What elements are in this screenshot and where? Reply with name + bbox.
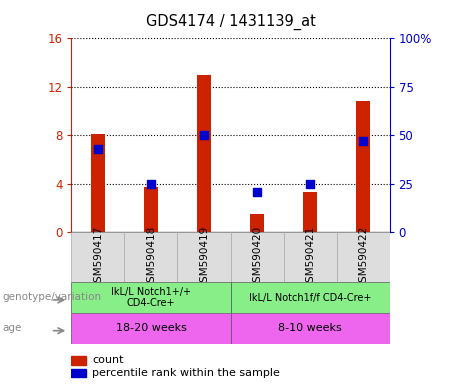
Bar <box>197 75 211 232</box>
Bar <box>230 282 390 313</box>
Text: age: age <box>2 323 22 333</box>
Bar <box>337 232 390 282</box>
Text: IkL/L Notch1+/+
CD4-Cre+: IkL/L Notch1+/+ CD4-Cre+ <box>111 287 191 308</box>
Bar <box>91 134 105 232</box>
Bar <box>356 101 370 232</box>
Text: GSM590422: GSM590422 <box>358 226 368 289</box>
Bar <box>303 192 317 232</box>
Bar <box>230 232 284 282</box>
Point <box>148 181 155 187</box>
Bar <box>71 232 124 282</box>
Text: GSM590420: GSM590420 <box>252 226 262 289</box>
Bar <box>71 369 86 377</box>
Text: count: count <box>92 356 124 366</box>
Point <box>306 181 313 187</box>
Bar <box>284 232 337 282</box>
Text: IkL/L Notch1f/f CD4-Cre+: IkL/L Notch1f/f CD4-Cre+ <box>249 293 371 303</box>
Bar <box>250 214 264 232</box>
Text: genotype/variation: genotype/variation <box>2 292 101 302</box>
Bar <box>230 313 390 344</box>
Text: percentile rank within the sample: percentile rank within the sample <box>92 368 280 378</box>
Text: GSM590419: GSM590419 <box>199 226 209 289</box>
Text: GSM590418: GSM590418 <box>146 226 156 289</box>
Point <box>94 146 101 152</box>
Bar <box>144 187 158 232</box>
Bar <box>71 282 230 313</box>
Bar <box>71 313 230 344</box>
Point <box>254 189 261 195</box>
Point <box>359 138 366 144</box>
Text: GDS4174 / 1431139_at: GDS4174 / 1431139_at <box>146 13 315 30</box>
Bar <box>177 232 230 282</box>
Point <box>200 132 207 139</box>
Text: 8-10 weeks: 8-10 weeks <box>278 323 342 333</box>
Text: GSM590417: GSM590417 <box>93 226 103 289</box>
Text: 18-20 weeks: 18-20 weeks <box>116 323 186 333</box>
Text: GSM590421: GSM590421 <box>305 226 315 289</box>
Bar <box>71 356 86 365</box>
Bar <box>124 232 177 282</box>
